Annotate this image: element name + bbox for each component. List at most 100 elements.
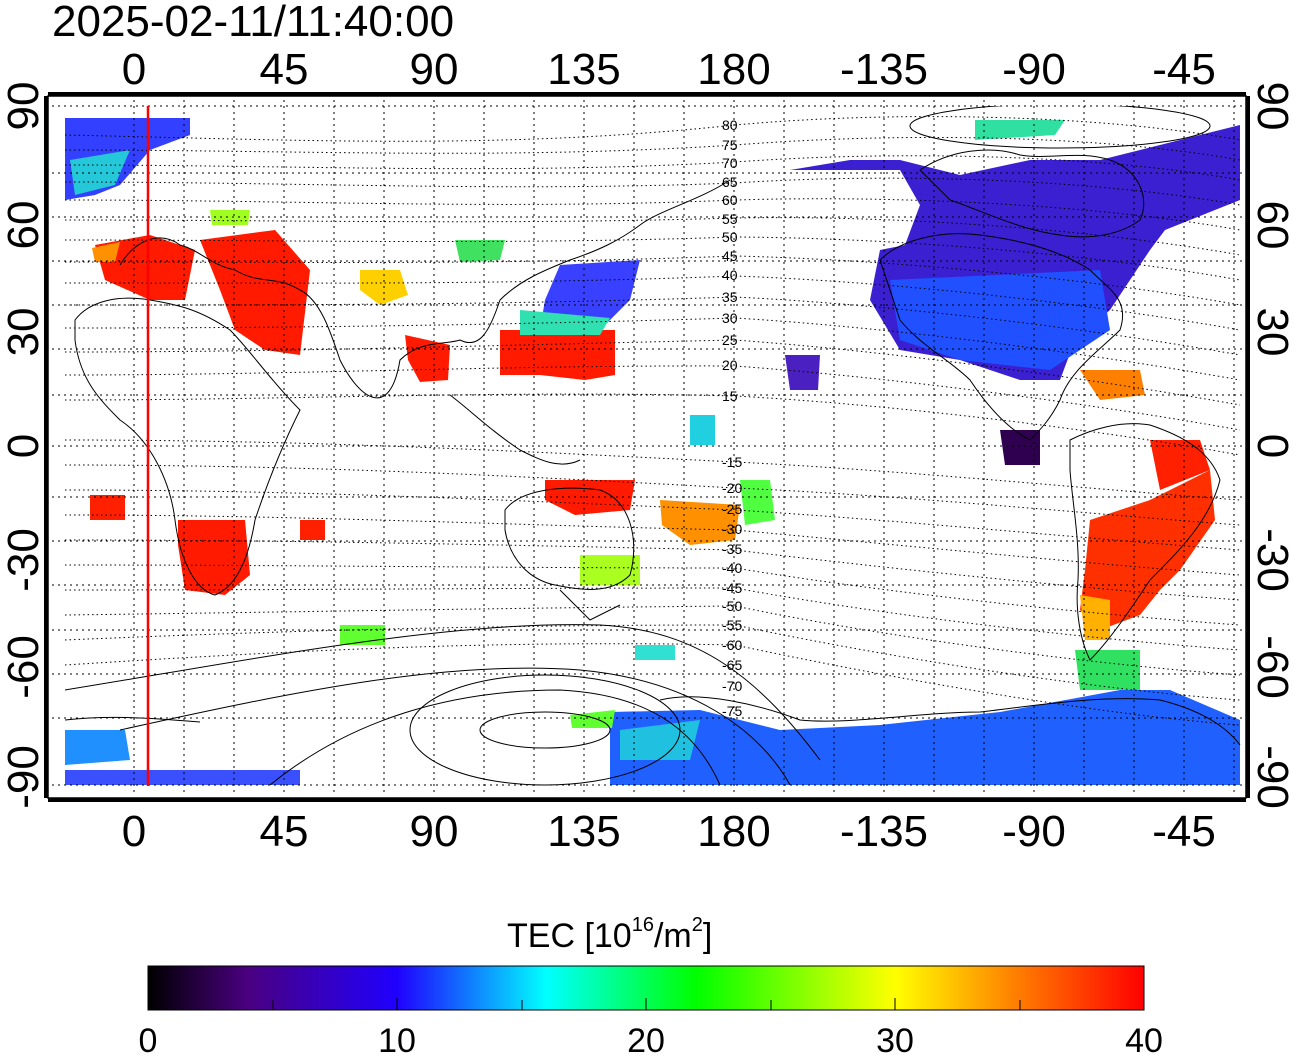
lon-tick-label: -135 — [840, 807, 928, 856]
mlat-label: 70 — [722, 155, 738, 171]
magnetic-lat-labels-north: 80 75 70 65 60 55 50 45 40 35 30 25 20 1… — [722, 117, 738, 404]
coastlines — [65, 149, 1241, 746]
colorbar-tick-label: 10 — [378, 1022, 416, 1057]
map-area: 80 75 70 65 60 55 50 45 40 35 30 25 20 1… — [44, 92, 1250, 802]
lat-tick-label: -60 — [0, 635, 48, 699]
mlat-label: -30 — [722, 521, 742, 537]
mlat-label: -75 — [722, 703, 742, 719]
tec-patch-europe-orange — [92, 242, 120, 262]
lon-tick-label: 135 — [547, 45, 620, 94]
lon-tick-label: 45 — [260, 807, 309, 856]
lat-tick-label: -30 — [1248, 528, 1294, 592]
tec-patch-patagonia — [1080, 595, 1110, 640]
lat-tick-label: 90 — [1248, 82, 1294, 131]
mlat-label: -40 — [722, 560, 742, 576]
mlat-label: -55 — [722, 617, 742, 633]
colorbar-tick-label: 20 — [627, 1022, 665, 1057]
mlat-label: 35 — [722, 289, 738, 305]
lat-tick-label: 30 — [0, 308, 48, 357]
lon-tick-label: 135 — [547, 807, 620, 856]
lat-tick-label: 0 — [0, 434, 48, 458]
tec-patch-madagascar — [300, 520, 325, 540]
timestamp-title: 2025-02-11/11:40:00 — [52, 0, 454, 46]
tec-patch-japan — [540, 260, 640, 330]
tec-patch-south-africa — [178, 520, 250, 595]
lon-tick-label: -45 — [1152, 45, 1216, 94]
tec-patch-pacific-cyan — [690, 415, 715, 445]
right-latitude-axis: 90 60 30 0 -30 -60 -90 — [1248, 82, 1294, 809]
tec-patch-atlantic — [90, 495, 125, 520]
lat-tick-label: -60 — [1248, 635, 1294, 699]
mlat-label: 75 — [722, 137, 738, 153]
tec-patch-pacific-green — [740, 480, 775, 525]
mlat-label: 15 — [722, 388, 738, 404]
mlat-label: 45 — [722, 248, 738, 264]
mlat-label: 30 — [722, 310, 738, 326]
colorbar-tick-label: 0 — [139, 1022, 158, 1057]
lat-tick-label: 60 — [0, 201, 48, 250]
mlat-label: -65 — [722, 657, 742, 673]
lat-tick-label: 30 — [1248, 308, 1294, 357]
colorbar-minor-ticks — [272, 998, 1021, 1010]
lat-tick-label: 0 — [1248, 434, 1294, 458]
tec-patch-east-australia — [580, 555, 640, 585]
tec-patch-antarctica-strip — [65, 770, 300, 785]
mlat-label: -45 — [722, 580, 742, 596]
mlat-label: -25 — [722, 501, 742, 517]
lon-tick-label: 180 — [697, 45, 770, 94]
tec-patch-antarctica-west — [65, 730, 130, 765]
colorbar-title: TEC [1016/m2] — [507, 914, 712, 955]
lon-tick-label: 180 — [697, 807, 770, 856]
tec-patch-south-tip — [1075, 650, 1140, 690]
tec-patch-galapagos — [1000, 430, 1040, 465]
lon-tick-label: -90 — [1002, 807, 1066, 856]
left-latitude-axis: 90 60 30 0 -30 -60 -90 — [0, 82, 48, 809]
tec-patch-hawaii — [785, 355, 820, 390]
tec-patch-europe — [95, 235, 195, 300]
graticule-grid — [52, 100, 1242, 794]
tec-patch-south-america — [1080, 470, 1215, 630]
tec-patch-china — [500, 330, 615, 380]
lon-tick-label: 45 — [260, 45, 309, 94]
tec-patch-tasman — [635, 645, 675, 660]
tec-patch-brazil-north — [1150, 440, 1210, 490]
colorbar: TEC [1016/m2] 0 10 20 30 40 — [139, 914, 1163, 1057]
tec-patch-indian-ocean — [340, 625, 385, 645]
mlat-label: -15 — [722, 454, 742, 470]
tec-patch-mongolia — [455, 240, 505, 262]
mlat-label: 55 — [722, 211, 738, 227]
tec-patch-antarctica-east — [610, 690, 1240, 785]
tec-patch-antarctica-green — [570, 710, 615, 728]
mlat-label: 65 — [722, 174, 738, 190]
tec-patch-pacific-orange — [660, 500, 740, 545]
lat-tick-label: -90 — [1248, 745, 1294, 809]
lat-tick-label: 90 — [0, 82, 48, 131]
bottom-longitude-axis: 0 45 90 135 180 -135 -90 -45 — [122, 807, 1216, 856]
magnetic-solid-contours — [65, 106, 1211, 786]
lon-tick-label: -90 — [1002, 45, 1066, 94]
colorbar-tick-labels: 0 10 20 30 40 — [139, 1022, 1163, 1057]
lat-tick-label: -30 — [0, 528, 48, 592]
mlat-label: 80 — [722, 117, 738, 133]
lat-tick-label: -90 — [0, 745, 48, 809]
tec-patch-greenland — [975, 120, 1065, 140]
tec-patch-scandinavia — [210, 210, 250, 225]
frame-ticks — [44, 92, 1250, 802]
mlat-label: -50 — [722, 598, 742, 614]
magnetic-lat-labels-south: -15 -20 -25 -30 -35 -40 -45 -50 -55 -60 … — [722, 454, 742, 719]
mlat-label: 20 — [722, 357, 738, 373]
mlat-label: 25 — [722, 332, 738, 348]
colorbar-tick-label: 30 — [876, 1022, 914, 1057]
magnetic-latitude-contours — [65, 116, 1241, 726]
lon-tick-label: -135 — [840, 45, 928, 94]
mlat-label: -35 — [722, 541, 742, 557]
lon-tick-label: 90 — [410, 45, 459, 94]
top-longitude-axis: 0 45 90 135 180 -135 -90 -45 — [122, 45, 1216, 94]
lon-tick-label: 0 — [122, 807, 146, 856]
lon-tick-label: -45 — [1152, 807, 1216, 856]
mlat-label: 40 — [722, 267, 738, 283]
lon-tick-label: 90 — [410, 807, 459, 856]
tec-patch-caribbean — [1080, 370, 1145, 400]
mlat-label: -60 — [722, 637, 742, 653]
colorbar-tick-label: 40 — [1125, 1022, 1163, 1057]
